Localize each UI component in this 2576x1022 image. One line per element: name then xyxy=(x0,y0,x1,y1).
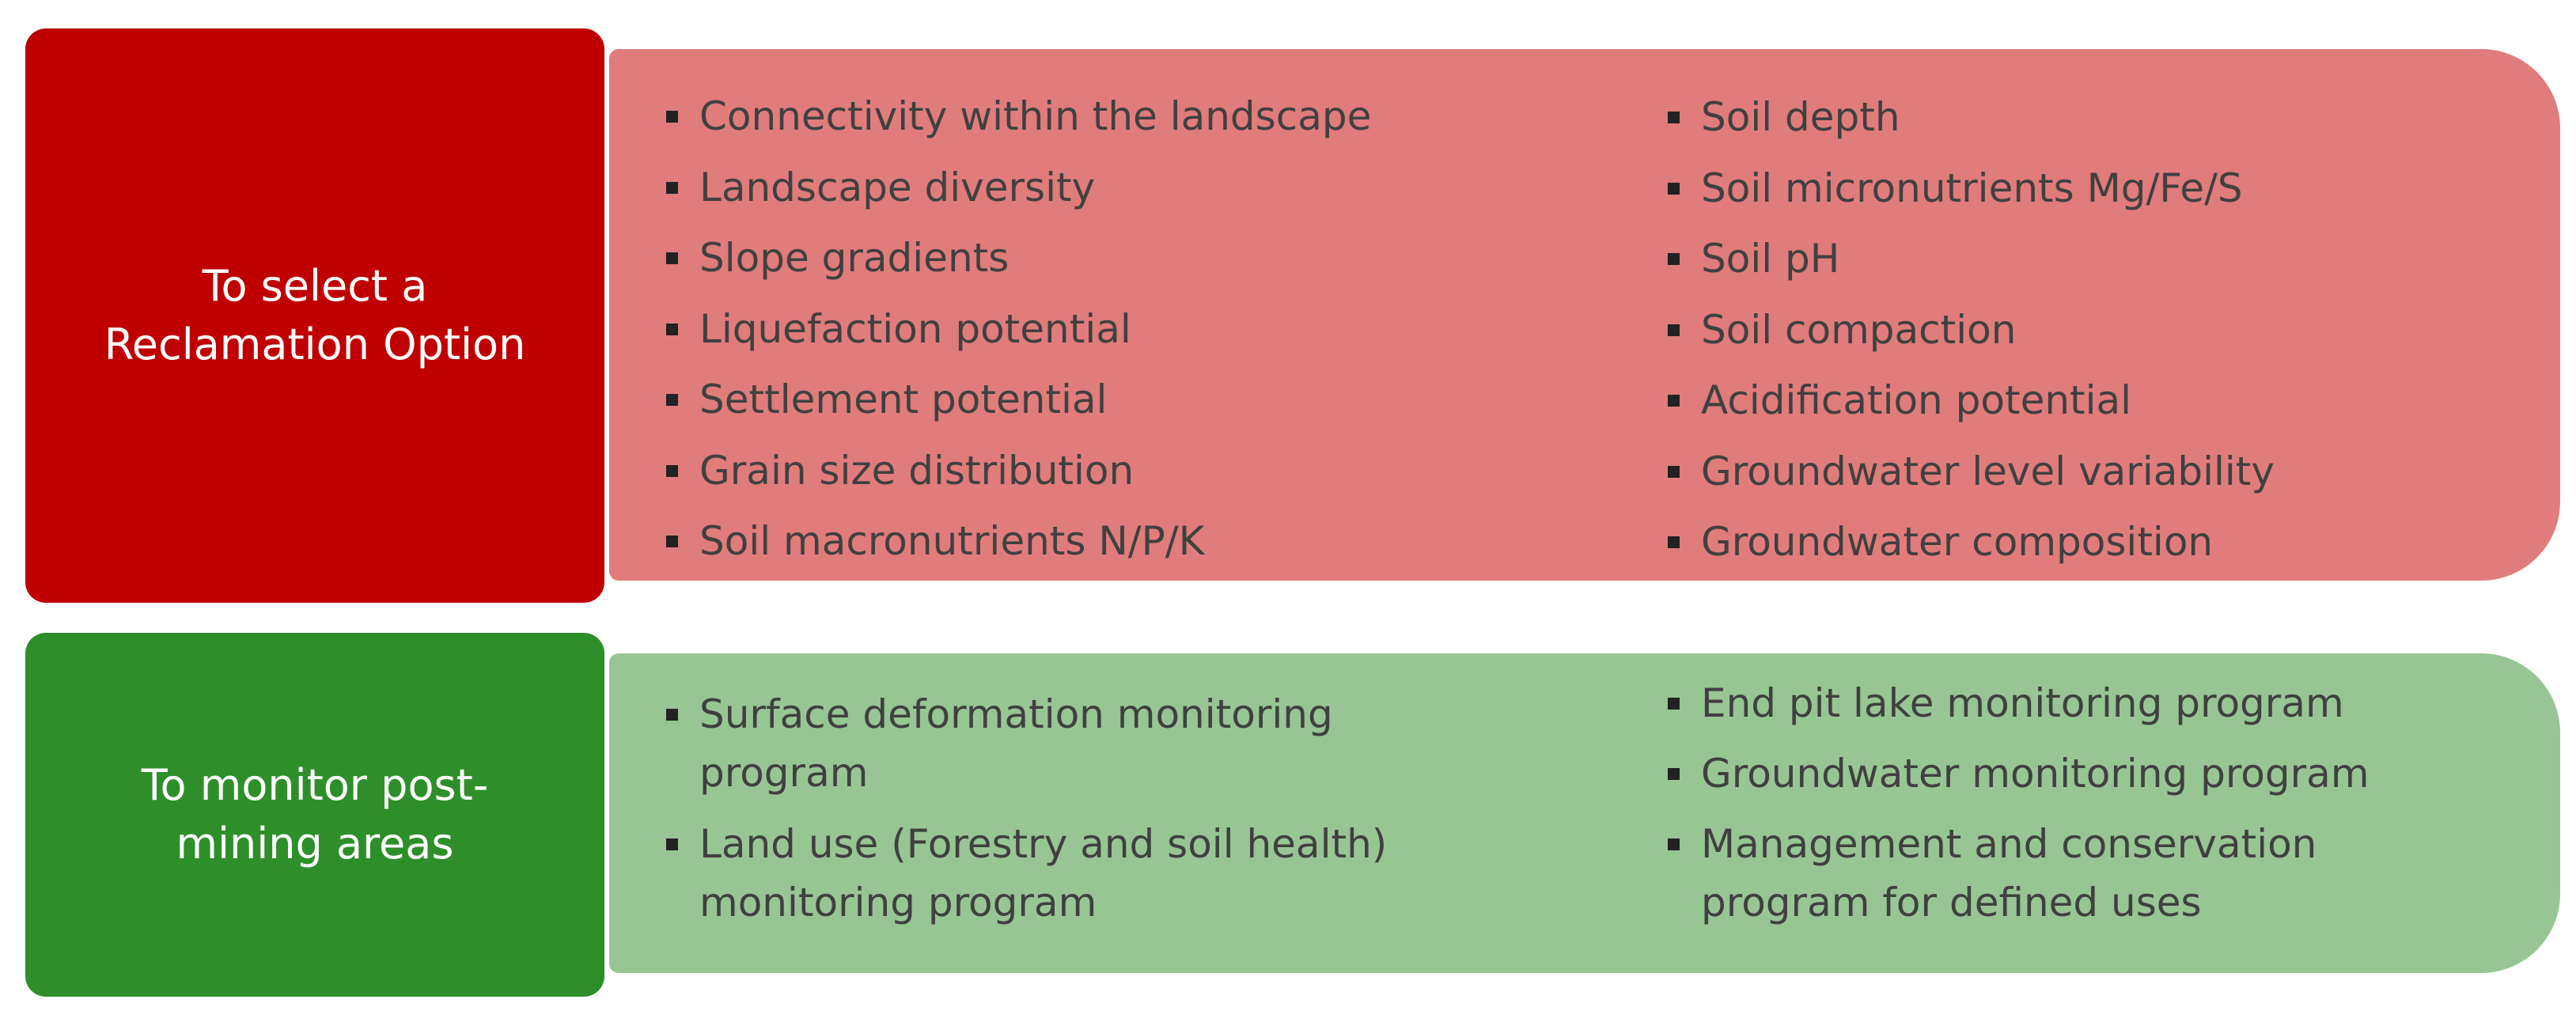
list-item: Groundwater monitoring program xyxy=(1611,744,2521,803)
list-item-text: Management and conservation xyxy=(1701,821,2317,867)
list-item: End pit lake monitoring program xyxy=(1611,674,2521,732)
square-bullet-icon xyxy=(1668,838,1680,850)
monitor-label-line-2: mining areas xyxy=(176,819,454,869)
list-item-text: Settlement potential xyxy=(699,377,1108,422)
square-bullet-icon xyxy=(666,394,678,406)
list-item: Surface deformation monitoring program xyxy=(609,685,1590,802)
monitoring-programs-panel: Surface deformation monitoring program L… xyxy=(609,653,2560,973)
list-item: Management and conservation program for … xyxy=(1611,815,2521,932)
list-item-text: Soil compaction xyxy=(1701,306,2017,353)
list-item-text: Groundwater composition xyxy=(1701,519,2214,565)
select-criteria-left-list: Connectivity within the landscape Landsc… xyxy=(609,81,1559,577)
list-item: Grain size distribution xyxy=(609,436,1559,507)
list-item: Land use (Forestry and soil health) moni… xyxy=(609,815,1590,932)
list-item-text: monitoring program xyxy=(699,880,1097,925)
list-item: Settlement potential xyxy=(609,365,1559,436)
select-criteria-panel: Connectivity within the landscape Landsc… xyxy=(609,49,2560,581)
list-item: Landscape diversity xyxy=(609,153,1559,224)
list-item: Soil pH xyxy=(1611,224,2521,295)
square-bullet-icon xyxy=(1668,698,1680,710)
list-item: Soil depth xyxy=(1611,82,2521,153)
square-bullet-icon xyxy=(666,536,678,547)
monitor-post-mining-label-box: To monitor post- mining areas xyxy=(25,633,604,997)
square-bullet-icon xyxy=(1668,324,1680,336)
list-item-text: program for defined uses xyxy=(1701,880,2202,925)
square-bullet-icon xyxy=(1668,182,1680,195)
list-item: Liquefaction potential xyxy=(609,294,1559,365)
square-bullet-icon xyxy=(666,838,678,850)
select-label-line-1: To select a xyxy=(202,261,428,311)
list-item: Groundwater composition xyxy=(1611,507,2521,578)
list-item: Soil micronutrients Mg/Fe/S xyxy=(1611,153,2521,225)
square-bullet-icon xyxy=(1668,112,1680,123)
square-bullet-icon xyxy=(666,323,678,335)
list-item-text: Landscape diversity xyxy=(699,164,1096,210)
list-item: Acidification potential xyxy=(1611,365,2521,437)
list-item-text: Surface deformation monitoring xyxy=(699,691,1333,737)
list-item: Soil macronutrients N/P/K xyxy=(609,506,1559,577)
square-bullet-icon xyxy=(1668,536,1680,548)
square-bullet-icon xyxy=(1668,395,1680,407)
list-item-text: Acidification potential xyxy=(1701,377,2132,423)
list-item-text: Grain size distribution xyxy=(699,447,1135,494)
monitoring-programs-left-list: Surface deformation monitoring program L… xyxy=(609,685,1590,944)
square-bullet-icon xyxy=(666,252,678,264)
list-item-text: Groundwater level variability xyxy=(1701,448,2275,494)
list-item-text: Soil depth xyxy=(1701,94,1900,140)
list-item-text: Soil macronutrients N/P/K xyxy=(699,518,1205,564)
list-item-text: Soil micronutrients Mg/Fe/S xyxy=(1701,165,2243,211)
list-item: Groundwater level variability xyxy=(1611,437,2521,508)
square-bullet-icon xyxy=(1668,768,1680,780)
monitor-label-line-1: To monitor post- xyxy=(141,760,489,810)
square-bullet-icon xyxy=(666,111,678,123)
list-item-text: Connectivity within the landscape xyxy=(699,93,1372,139)
list-item: Connectivity within the landscape xyxy=(609,81,1559,153)
list-item: Slope gradients xyxy=(609,223,1559,294)
list-item: Soil compaction xyxy=(1611,295,2521,366)
select-reclamation-label: To select a Reclamation Option xyxy=(104,257,526,374)
monitor-post-mining-label: To monitor post- mining areas xyxy=(142,756,489,873)
square-bullet-icon xyxy=(1668,465,1680,478)
list-item-text: Liquefaction potential xyxy=(699,305,1131,352)
list-item-text: Soil pH xyxy=(1701,236,1840,282)
square-bullet-icon xyxy=(666,709,678,721)
list-item-text: End pit lake monitoring program xyxy=(1701,680,2344,726)
select-criteria-right-list: Soil depth Soil micronutrients Mg/Fe/S S… xyxy=(1611,82,2521,578)
list-item-text: Slope gradients xyxy=(699,235,1010,281)
list-item-text: Groundwater monitoring program xyxy=(1701,751,2370,797)
monitoring-programs-right-list: End pit lake monitoring program Groundwa… xyxy=(1611,674,2521,944)
list-item-text: Land use (Forestry and soil health) xyxy=(699,821,1388,867)
list-item-text: program xyxy=(699,750,869,796)
select-reclamation-label-box: To select a Reclamation Option xyxy=(25,28,604,603)
select-label-line-2: Reclamation Option xyxy=(104,320,526,369)
square-bullet-icon xyxy=(1668,253,1680,265)
square-bullet-icon xyxy=(666,181,678,194)
square-bullet-icon xyxy=(666,464,678,477)
